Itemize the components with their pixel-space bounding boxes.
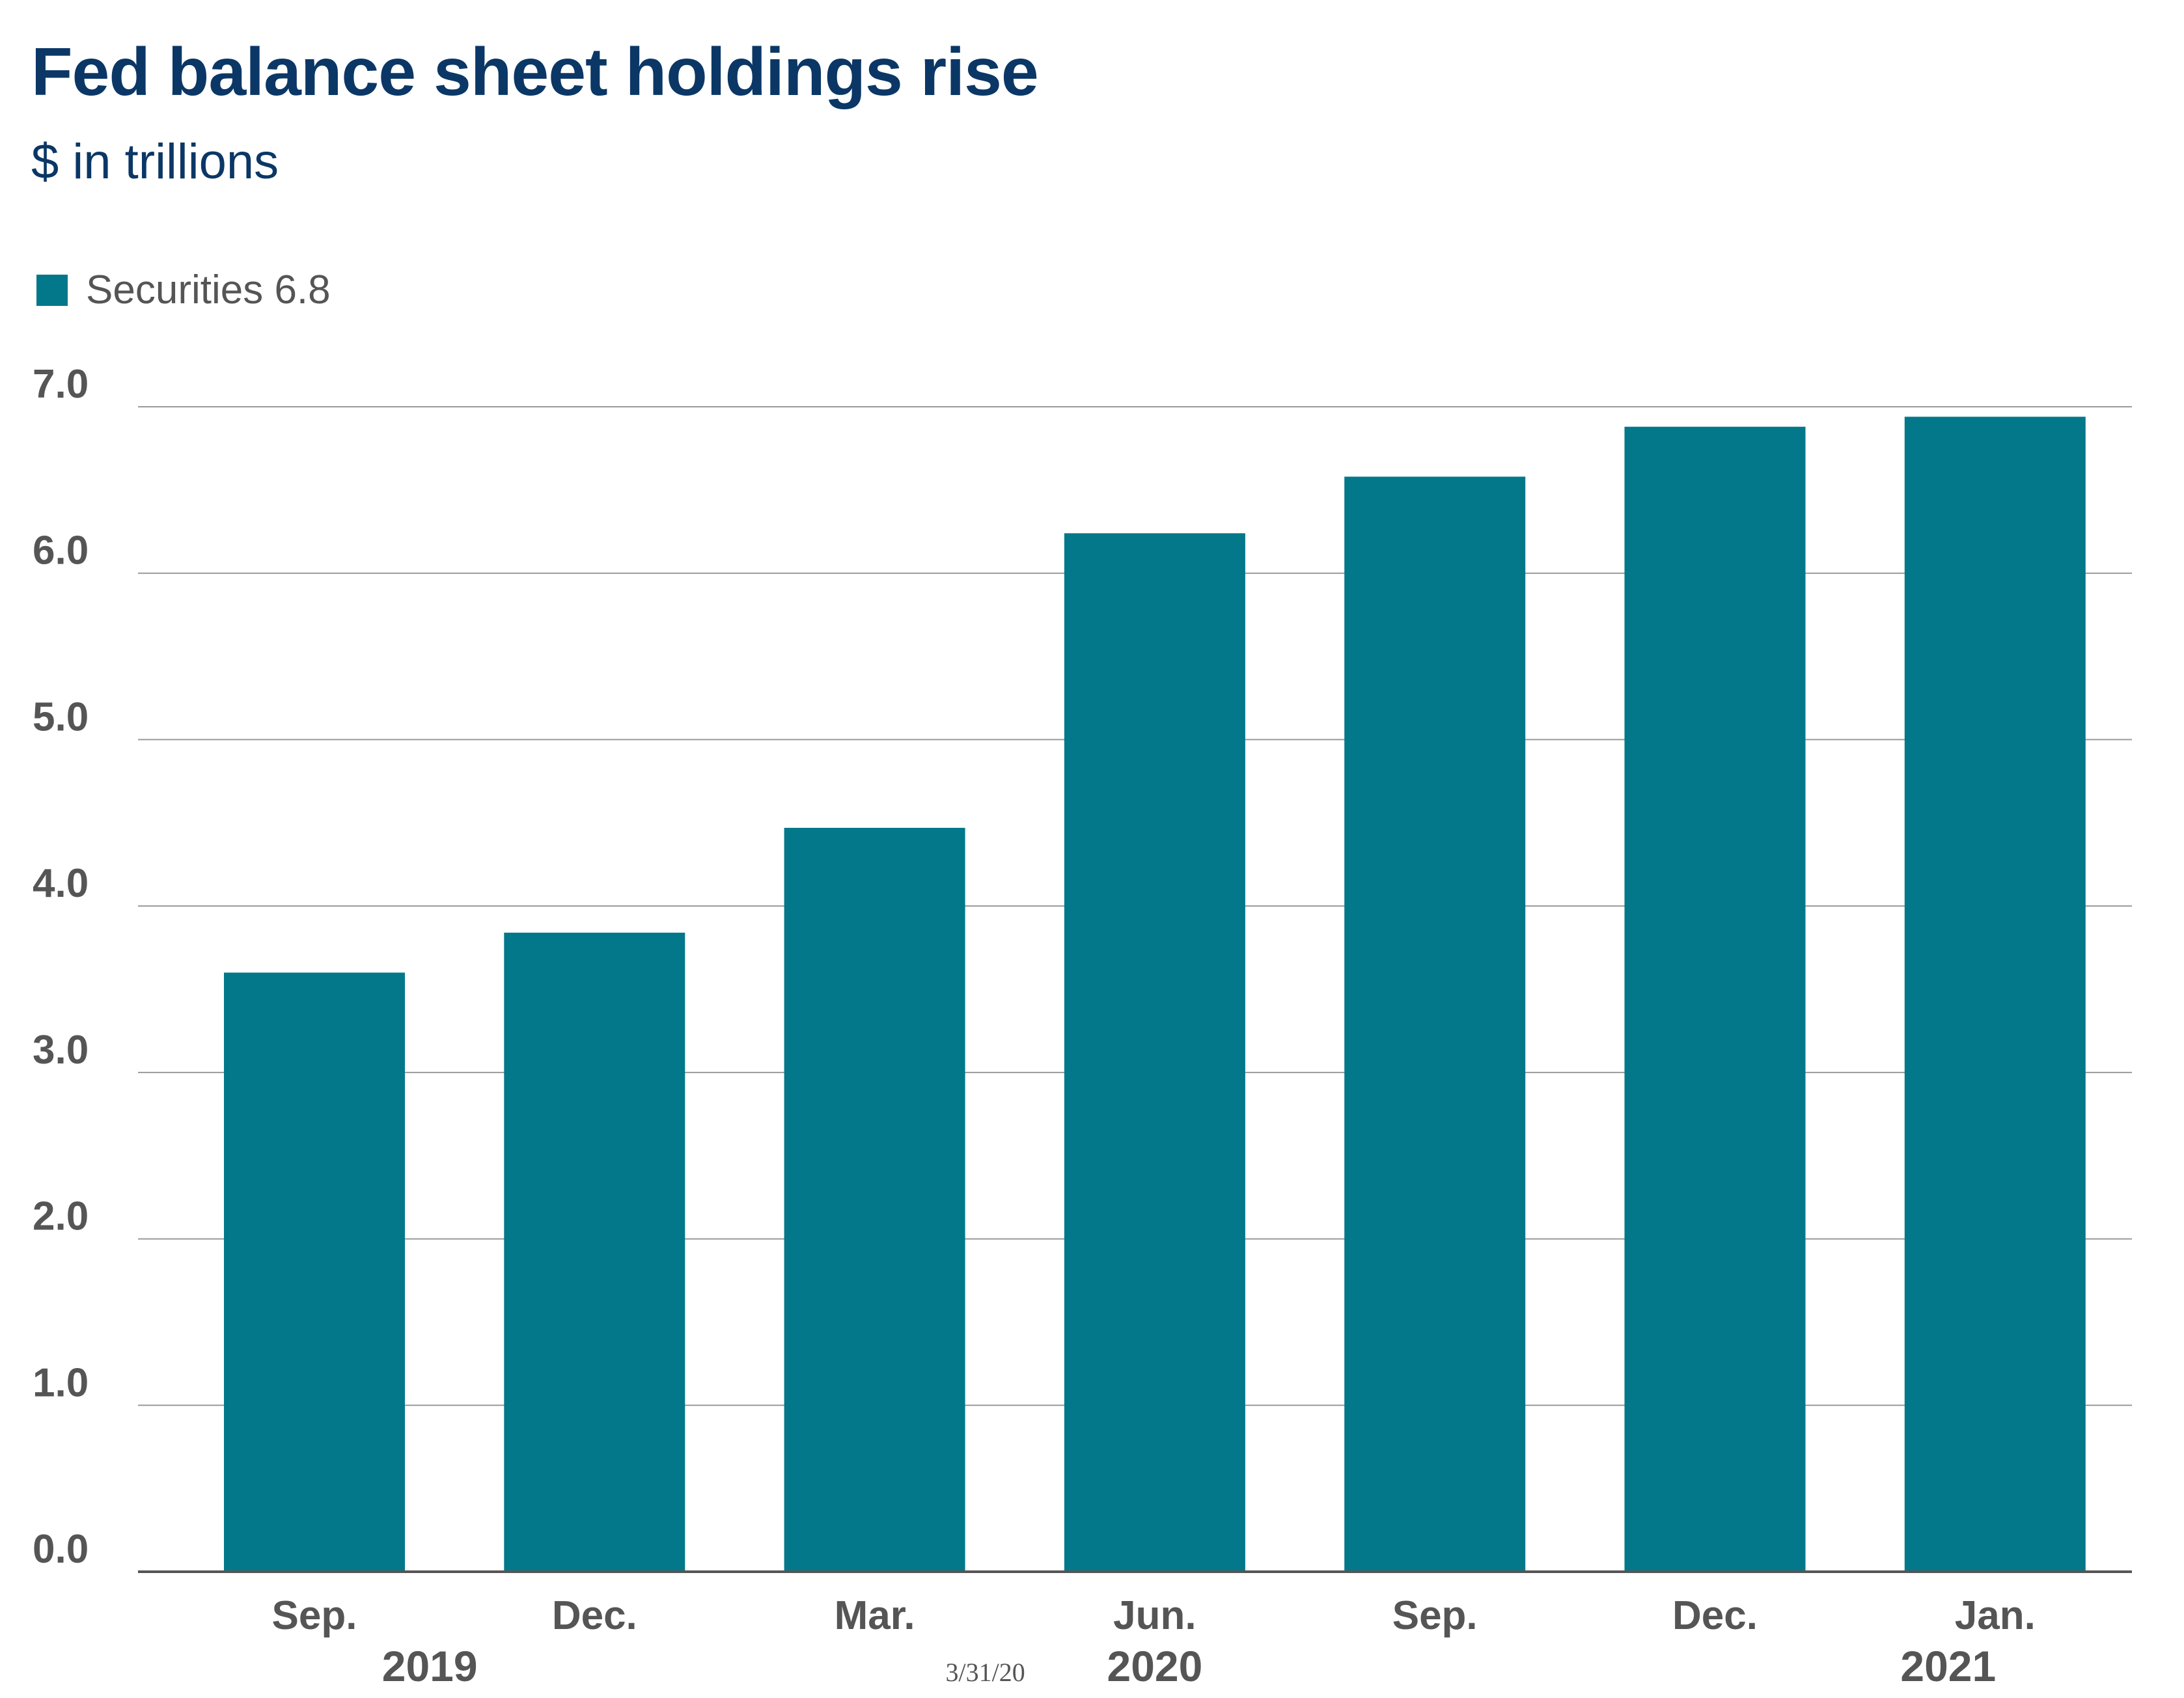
x-tick-label: Jan. [1955, 1593, 2036, 1638]
year-label: 2020 [1107, 1642, 1202, 1690]
bar [504, 933, 685, 1572]
date-annotation: 3/31/20 [945, 1658, 1025, 1687]
y-tick-label: 6.0 [33, 528, 89, 573]
legend-swatch-securities [36, 274, 68, 306]
bar [1624, 426, 1806, 1572]
bar [1904, 417, 2086, 1572]
y-tick-label: 2.0 [33, 1194, 89, 1239]
legend: Securities 6.8 [36, 267, 331, 313]
y-tick-label: 5.0 [33, 694, 89, 739]
bar [1344, 476, 1526, 1572]
x-tick-label: Dec. [552, 1593, 637, 1638]
x-tick-label: Sep. [272, 1593, 357, 1638]
y-tick-label: 1.0 [33, 1360, 89, 1405]
bars [224, 417, 2086, 1572]
x-axis: Sep. Dec. Mar. Jun. Sep. Dec. Jan. 2019 2020 2021… [272, 1593, 2036, 1690]
y-tick-label: 7.0 [33, 362, 89, 407]
x-tick-label: Dec. [1672, 1593, 1758, 1638]
chart-title: Fed balance sheet holdings rise [31, 34, 1039, 110]
chart-subtitle: $ in trillions [31, 134, 279, 189]
year-label: 2021 [1900, 1642, 1996, 1690]
bar [1064, 533, 1245, 1572]
bar [784, 827, 965, 1572]
x-tick-label: Sep. [1392, 1593, 1478, 1638]
y-tick-label: 4.0 [33, 861, 89, 906]
y-tick-label: 0.0 [33, 1527, 89, 1572]
x-tick-label: Jun. [1113, 1593, 1196, 1638]
x-tick-label: Mar. [835, 1593, 915, 1638]
bar [224, 972, 405, 1572]
y-tick-label: 3.0 [33, 1028, 89, 1073]
year-label: 2019 [382, 1642, 478, 1690]
legend-label-securities: Securities 6.8 [86, 267, 331, 312]
y-axis: 0.0 1.0 2.0 3.0 4.0 5.0 6.0 7.0 [33, 362, 89, 1572]
